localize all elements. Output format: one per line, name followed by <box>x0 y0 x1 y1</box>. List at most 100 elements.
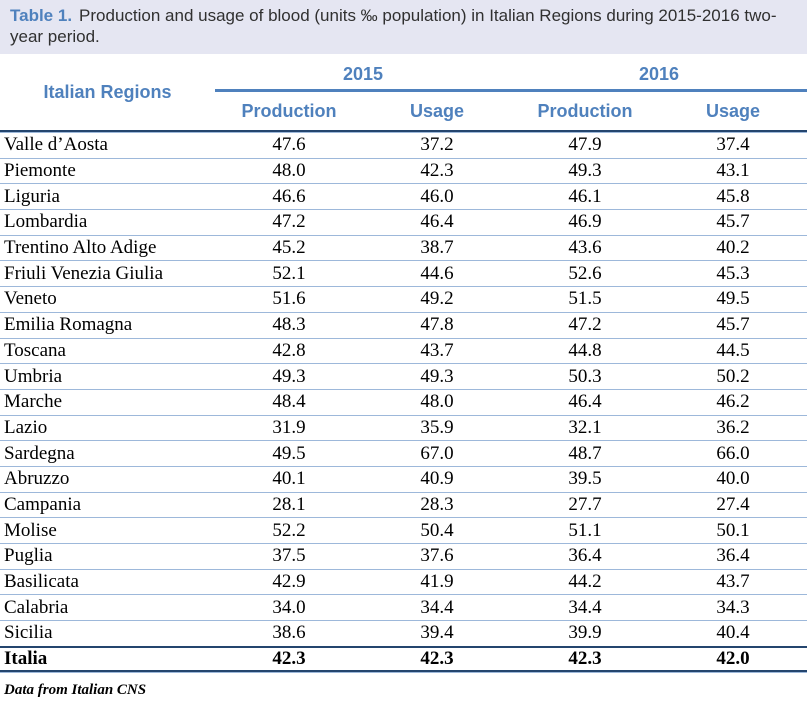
value-cell: 44.2 <box>511 568 660 595</box>
value-cell: 36.4 <box>659 543 807 569</box>
value-cell: 31.9 <box>215 414 363 441</box>
value-cell: 47.8 <box>363 311 512 338</box>
value-cell: 44.5 <box>659 337 807 364</box>
table-row: Molise 52.2 50.4 51.1 50.1 <box>0 517 807 543</box>
value-cell: 32.1 <box>511 414 660 441</box>
table-row: Liguria 46.6 46.0 46.1 45.8 <box>0 183 807 209</box>
column-header-usage-2015: Usage <box>363 92 512 132</box>
value-cell: 45.7 <box>659 209 807 235</box>
value-cell: 43.7 <box>363 337 512 364</box>
column-header-production-2015: Production <box>215 92 363 132</box>
table-row: Abruzzo 40.1 40.9 39.5 40.0 <box>0 465 807 492</box>
table-row: Puglia 37.5 37.6 36.4 36.4 <box>0 543 807 569</box>
value-cell: 45.7 <box>659 311 807 338</box>
subcolumn-header-row: Production Usage Production Usage <box>0 92 807 132</box>
value-cell: 48.7 <box>511 440 660 466</box>
value-cell: 42.8 <box>215 337 363 364</box>
value-cell: 35.9 <box>363 414 512 441</box>
table-row: Friuli Venezia Giulia 52.1 44.6 52.6 45.3 <box>0 260 807 286</box>
value-cell: 47.9 <box>511 132 660 158</box>
value-cell: 42.3 <box>215 645 363 672</box>
table-caption: Table 1. Production and usage of blood (u… <box>0 0 807 54</box>
value-cell: 40.4 <box>659 620 807 646</box>
value-cell: 51.6 <box>215 286 363 312</box>
table-caption-label: Table 1. <box>10 6 73 25</box>
value-cell: 36.4 <box>511 543 660 569</box>
value-cell: 46.4 <box>363 209 512 235</box>
column-group-year-2015: 2015 <box>215 54 512 92</box>
table-caption-text: Production and usage of blood (units ‰ p… <box>10 6 777 46</box>
value-cell: 28.1 <box>215 491 363 518</box>
value-cell: 49.5 <box>215 440 363 466</box>
column-header-production-2016: Production <box>511 92 660 132</box>
value-cell: 49.2 <box>363 286 512 312</box>
value-cell: 40.0 <box>659 465 807 492</box>
value-cell: 44.6 <box>363 260 512 286</box>
region-name-cell: Piemonte <box>0 157 215 184</box>
value-cell: 28.3 <box>363 491 512 518</box>
value-cell: 49.3 <box>511 157 660 184</box>
value-cell: 27.7 <box>511 491 660 518</box>
region-name-cell: Emilia Romagna <box>0 311 215 338</box>
value-cell: 52.6 <box>511 260 660 286</box>
region-name-cell: Italia <box>0 645 215 672</box>
region-name-cell: Toscana <box>0 337 215 364</box>
value-cell: 42.3 <box>363 645 512 672</box>
region-name-cell: Abruzzo <box>0 465 215 492</box>
table-row: Piemonte 48.0 42.3 49.3 43.1 <box>0 157 807 184</box>
value-cell: 46.0 <box>363 183 512 209</box>
value-cell: 49.5 <box>659 286 807 312</box>
value-cell: 34.3 <box>659 594 807 620</box>
value-cell: 46.1 <box>511 183 660 209</box>
table-row: Valle d’Aosta 47.6 37.2 47.9 37.4 <box>0 132 807 158</box>
table-row: Lombardia 47.2 46.4 46.9 45.7 <box>0 209 807 235</box>
value-cell: 45.8 <box>659 183 807 209</box>
value-cell: 37.6 <box>363 543 512 569</box>
value-cell: 67.0 <box>363 440 512 466</box>
region-name-cell: Sicilia <box>0 620 215 646</box>
table-row: Campania 28.1 28.3 27.7 27.4 <box>0 491 807 518</box>
column-header-italian-regions: Italian Regions <box>0 54 215 132</box>
value-cell: 42.0 <box>659 645 807 672</box>
value-cell: 39.5 <box>511 465 660 492</box>
value-cell: 39.9 <box>511 620 660 646</box>
value-cell: 47.6 <box>215 132 363 158</box>
table-row: Umbria 49.3 49.3 50.3 50.2 <box>0 363 807 389</box>
value-cell: 43.1 <box>659 157 807 184</box>
column-header-usage-2016: Usage <box>659 92 807 132</box>
region-name-cell: Campania <box>0 491 215 518</box>
table-row: Veneto 51.6 49.2 51.5 49.5 <box>0 286 807 312</box>
value-cell: 52.2 <box>215 517 363 543</box>
value-cell: 51.1 <box>511 517 660 543</box>
value-cell: 47.2 <box>215 209 363 235</box>
region-name-cell: Lombardia <box>0 209 215 235</box>
value-cell: 45.3 <box>659 260 807 286</box>
region-name-cell: Umbria <box>0 363 215 389</box>
region-name-cell: Lazio <box>0 414 215 441</box>
value-cell: 46.9 <box>511 209 660 235</box>
value-cell: 48.0 <box>215 157 363 184</box>
region-name-cell: Sardegna <box>0 440 215 466</box>
year-header-row: Italian Regions 2015 2016 <box>0 54 807 132</box>
value-cell: 34.4 <box>363 594 512 620</box>
table-row: Lazio 31.9 35.9 32.1 36.2 <box>0 414 807 441</box>
value-cell: 42.3 <box>511 645 660 672</box>
value-cell: 48.4 <box>215 388 363 415</box>
value-cell: 38.6 <box>215 620 363 646</box>
column-group-year-2016: 2016 <box>511 54 807 92</box>
table-row: Sicilia 38.6 39.4 39.9 40.4 <box>0 620 807 646</box>
value-cell: 50.2 <box>659 363 807 389</box>
table-row: Marche 48.4 48.0 46.4 46.2 <box>0 388 807 415</box>
value-cell: 40.2 <box>659 234 807 261</box>
value-cell: 34.0 <box>215 594 363 620</box>
region-name-cell: Trentino Alto Adige <box>0 234 215 261</box>
value-cell: 43.6 <box>511 234 660 261</box>
region-name-cell: Liguria <box>0 183 215 209</box>
value-cell: 46.2 <box>659 388 807 415</box>
table-footnote: Data from Italian CNS <box>4 681 147 698</box>
table-row: Emilia Romagna 48.3 47.8 47.2 45.7 <box>0 311 807 338</box>
table-row: Sardegna 49.5 67.0 48.7 66.0 <box>0 440 807 466</box>
blood-production-usage-table: Italian Regions 2015 2016 Production Usa… <box>0 54 807 673</box>
region-name-cell: Valle d’Aosta <box>0 132 215 158</box>
value-cell: 38.7 <box>363 234 512 261</box>
